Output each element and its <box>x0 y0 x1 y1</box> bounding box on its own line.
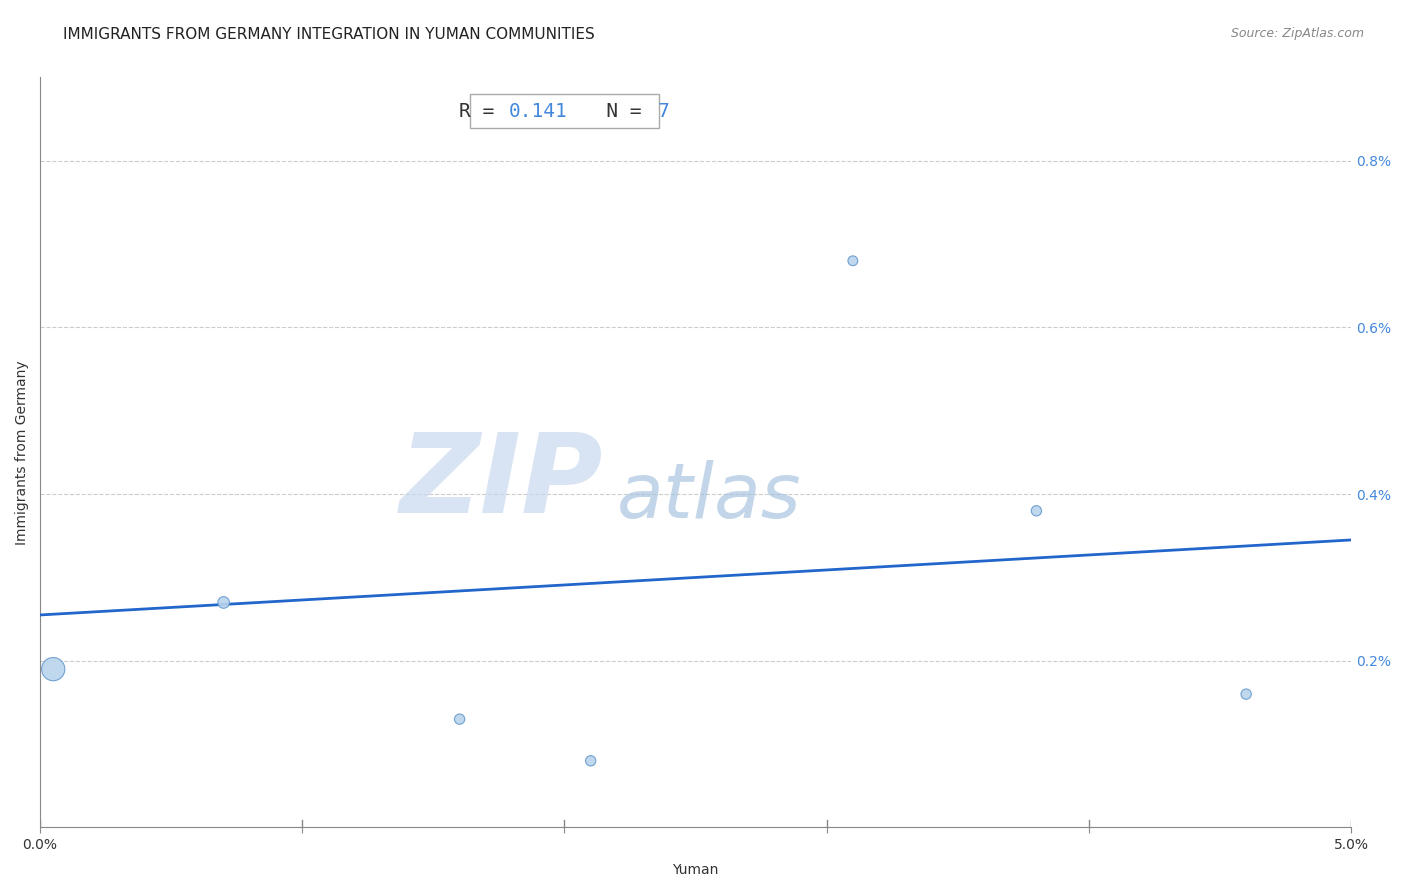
Point <box>212 595 235 609</box>
Text: atlas: atlas <box>617 460 801 534</box>
Y-axis label: Immigrants from Germany: Immigrants from Germany <box>15 360 30 545</box>
Text: R = 0.141   N = 7: R = 0.141 N = 7 <box>478 102 651 120</box>
Text: Source: ZipAtlas.com: Source: ZipAtlas.com <box>1230 27 1364 40</box>
Point <box>1234 687 1257 701</box>
Text: 7: 7 <box>658 102 669 120</box>
Point <box>42 662 65 676</box>
Text: ZIP: ZIP <box>401 429 603 536</box>
Point <box>449 712 471 726</box>
Point <box>1025 504 1047 518</box>
X-axis label: Yuman: Yuman <box>672 863 718 877</box>
Text: 0.141: 0.141 <box>509 102 567 120</box>
Text: R =: R = <box>458 102 506 120</box>
Point <box>842 253 865 268</box>
Text: N =: N = <box>571 102 652 120</box>
Point <box>579 754 602 768</box>
Text: IMMIGRANTS FROM GERMANY INTEGRATION IN YUMAN COMMUNITIES: IMMIGRANTS FROM GERMANY INTEGRATION IN Y… <box>63 27 595 42</box>
